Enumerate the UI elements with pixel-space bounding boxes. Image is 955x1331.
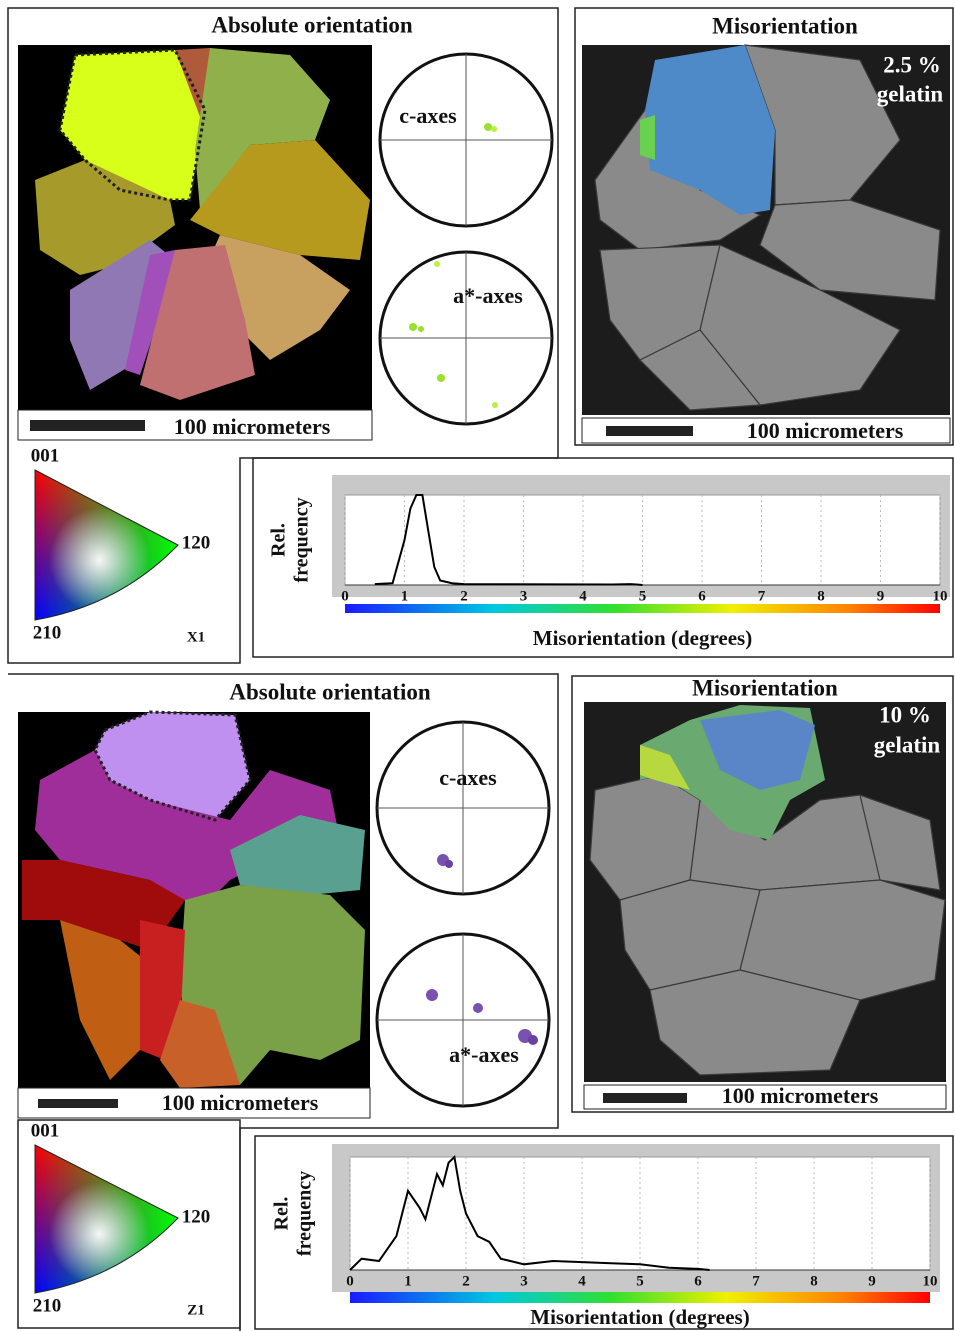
x-tick-label: 1 xyxy=(401,588,409,604)
colorbar xyxy=(345,604,940,613)
x-tick-label: 10 xyxy=(923,1273,938,1289)
ipf-label: 001 xyxy=(31,1120,60,1141)
x-tick-label: 10 xyxy=(933,588,948,604)
x-tick-label: 0 xyxy=(346,1273,354,1289)
x-tick-label: 2 xyxy=(460,588,468,604)
x-tick-label: 9 xyxy=(868,1273,876,1289)
y-axis-label: Rel. xyxy=(271,1197,293,1231)
ipf-label: 210 xyxy=(33,1295,62,1316)
gelatin-label: gelatin xyxy=(877,81,944,106)
x-tick-label: 8 xyxy=(817,588,825,604)
pole-label: a*-axes xyxy=(449,1042,519,1067)
y-axis-label: frequency xyxy=(294,1171,316,1256)
x-tick-label: 9 xyxy=(877,588,885,604)
x-tick-label: 8 xyxy=(810,1273,818,1289)
stereonet: c-axes a*-axes xyxy=(377,722,549,1106)
concentration-label: 10 % xyxy=(879,702,931,727)
scale-label: 100 micrometers xyxy=(747,418,904,443)
stereonet: c-axes a*-axes xyxy=(380,54,552,424)
x-tick-label: 7 xyxy=(752,1273,760,1289)
x-tick-label: 6 xyxy=(694,1273,702,1289)
x-tick-label: 5 xyxy=(636,1273,644,1289)
pole-label: a*-axes xyxy=(453,283,523,308)
concentration-label: 2.5 % xyxy=(883,52,941,77)
x-tick-label: 1 xyxy=(404,1273,412,1289)
x-axis-label: Misorientation (degrees) xyxy=(533,626,752,650)
x-tick-label: 4 xyxy=(578,1273,586,1289)
panel-title: Misorientation xyxy=(692,675,838,700)
x-tick-label: 7 xyxy=(758,588,766,604)
scale-bar xyxy=(603,1093,687,1103)
y-axis-label: Rel. xyxy=(268,523,290,557)
ipf-key: 001 120 210 Z1 xyxy=(18,1120,240,1328)
pole-label: c-axes xyxy=(399,103,457,128)
x-tick-label: 3 xyxy=(520,1273,528,1289)
ipf-label: 210 xyxy=(33,622,62,643)
panel-title: Absolute orientation xyxy=(229,679,430,704)
ipf-label: 001 xyxy=(31,445,60,466)
ipf-label: 120 xyxy=(182,532,211,553)
x-tick-label: 6 xyxy=(698,588,706,604)
x-axis-label: Misorientation (degrees) xyxy=(530,1305,749,1329)
figure: Absolute orientation 100 micrometers c-a… xyxy=(0,0,955,1331)
scale-label: 100 micrometers xyxy=(722,1083,879,1108)
x-tick-label: 3 xyxy=(520,588,528,604)
x-tick-label: 4 xyxy=(579,588,587,604)
panel-title: Misorientation xyxy=(712,13,858,38)
colorbar xyxy=(350,1292,930,1303)
scale-bar xyxy=(30,420,145,431)
scale-label: 100 micrometers xyxy=(162,1090,319,1115)
scale-bar xyxy=(606,426,693,436)
x-tick-label: 2 xyxy=(462,1273,470,1289)
pole-label: c-axes xyxy=(439,765,497,790)
scale-bar xyxy=(38,1099,118,1108)
x-tick-label: 5 xyxy=(639,588,647,604)
ipf-axis-label: Z1 xyxy=(187,1302,205,1318)
y-axis-label: frequency xyxy=(291,497,313,582)
x-tick-label: 0 xyxy=(341,588,349,604)
scale-label: 100 micrometers xyxy=(174,414,331,439)
ipf-key: 001 120 210 X1 xyxy=(31,445,211,645)
ipf-axis-label: X1 xyxy=(187,629,205,645)
panel-title: Absolute orientation xyxy=(211,12,412,37)
ipf-label: 120 xyxy=(182,1206,211,1227)
gelatin-label: gelatin xyxy=(874,732,941,757)
